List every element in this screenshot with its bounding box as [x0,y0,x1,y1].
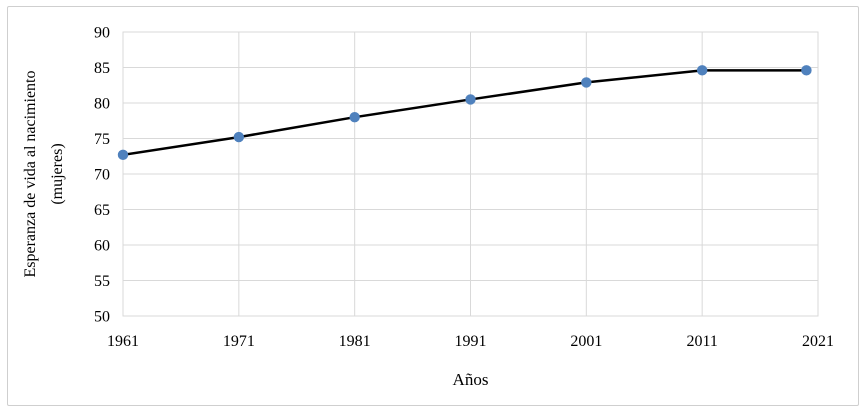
x-tick-label: 2021 [802,333,834,350]
y-tick-label: 85 [94,60,110,77]
y-tick-label: 75 [94,131,110,148]
y-tick-label: 90 [94,25,110,42]
y-tick-label: 65 [94,202,110,219]
y-tick-label: 80 [94,96,110,113]
x-tick-label: 2001 [570,333,602,350]
y-tick-label: 55 [94,273,110,290]
data-point [117,149,129,161]
y-tick-label: 50 [94,309,110,326]
x-axis-title: Años [452,370,489,389]
x-tick-label: 2011 [686,333,717,350]
data-point [801,65,812,76]
data-line [122,69,807,157]
x-tick-label: 1981 [339,333,371,350]
data-point [465,94,476,105]
x-tick-label: 1961 [107,333,139,350]
data-point [233,131,245,143]
plot-area-border [122,31,819,317]
y-tick-label: 60 [94,238,110,255]
x-tick-label: 1991 [455,333,487,350]
data-point [696,65,708,76]
x-tick-label: 1971 [223,333,255,350]
data-point [581,77,592,88]
data-point [349,112,360,123]
y-tick-label: 70 [94,167,110,184]
